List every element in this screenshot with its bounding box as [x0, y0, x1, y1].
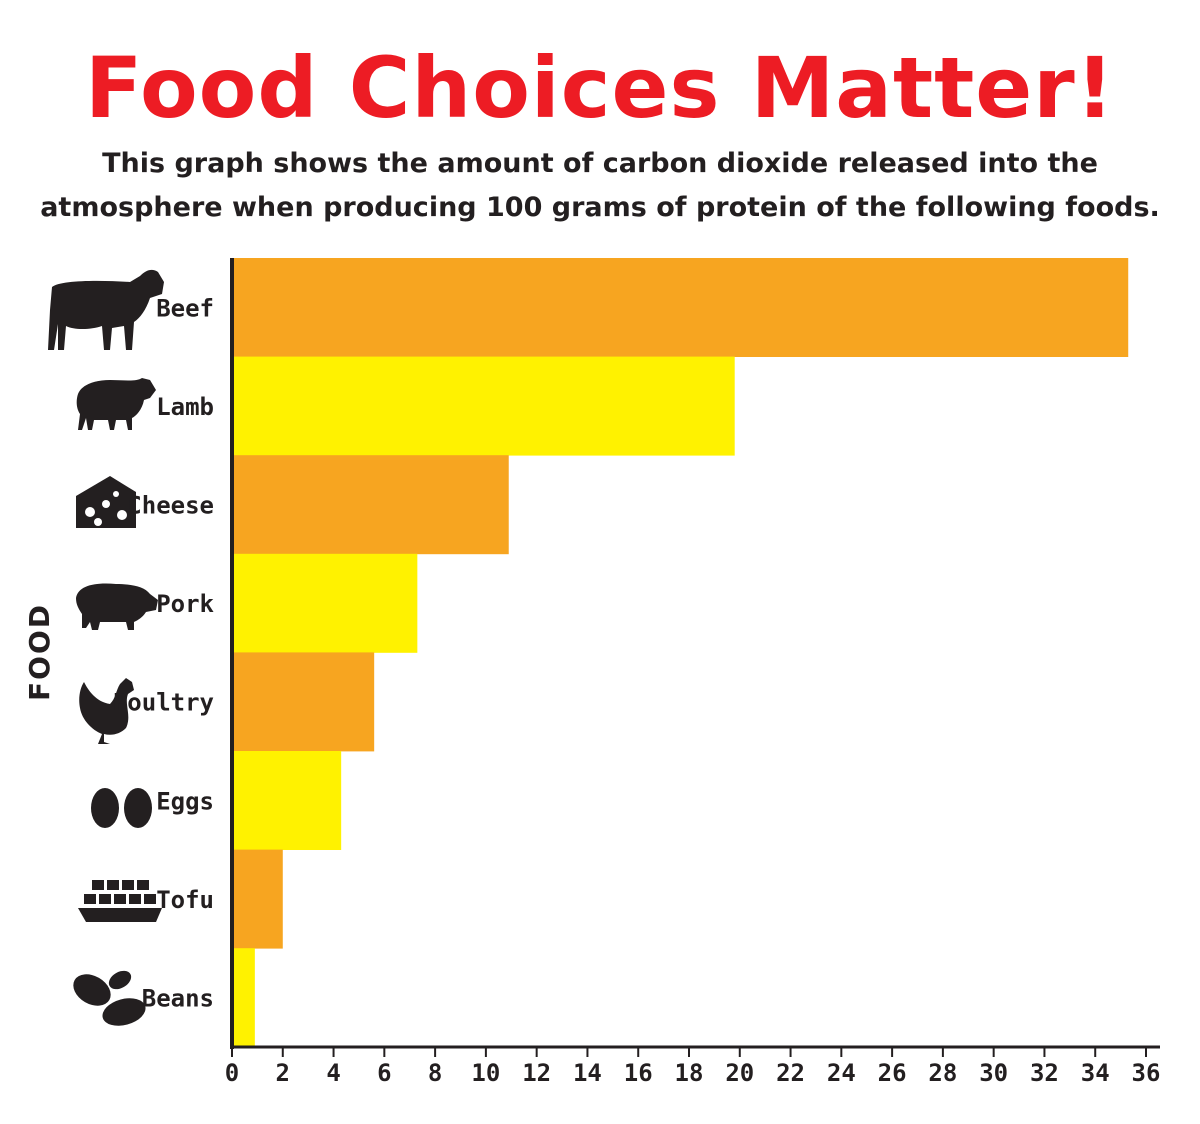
x-tick-label: 24 [827, 1059, 856, 1087]
category-label-beans: Beans [142, 985, 214, 1013]
eggs-icon [91, 788, 152, 828]
x-tick-label: 4 [326, 1059, 340, 1087]
icons-group [48, 269, 164, 1026]
x-tick-label: 12 [522, 1059, 551, 1087]
pig-icon [76, 583, 158, 630]
category-label-eggs: Eggs [156, 787, 214, 815]
x-tick-label: 0 [225, 1059, 239, 1087]
bar-eggs [232, 751, 342, 850]
x-tick-label: 10 [471, 1059, 500, 1087]
chart-title: Food Choices Matter! [84, 39, 1115, 137]
sheep-icon [76, 378, 156, 430]
subtitle-line-1: This graph shows the amount of carbon di… [102, 148, 1098, 179]
x-tick-label: 26 [878, 1059, 907, 1087]
bar-beef [232, 258, 1129, 357]
x-tick-label: 6 [377, 1059, 391, 1087]
bars-group [232, 258, 1129, 1048]
category-label-lamb: Lamb [156, 393, 214, 421]
x-tick-label: 20 [725, 1059, 754, 1087]
x-tick-label: 2 [276, 1059, 290, 1087]
y-axis-title: FOOD [23, 603, 56, 701]
x-tick-label: 36 [1132, 1059, 1161, 1087]
x-tick-label: 32 [1030, 1059, 1059, 1087]
x-ticks: 0 2 4 6 8 10 12 14 16 18 20 22 24 26 28 30 32 34 36 [225, 1047, 1161, 1087]
x-tick-label: 16 [624, 1059, 653, 1087]
beans-icon [73, 970, 146, 1026]
cheese-icon [76, 476, 136, 528]
x-tick-label: 22 [776, 1059, 805, 1087]
category-labels: Beef Lamb Cheese Pork Poultry Eggs Tofu Beans [113, 294, 215, 1012]
category-label-poultry: Poultry [113, 689, 214, 717]
bar-poultry [232, 652, 375, 752]
bar-beans [232, 948, 255, 1048]
x-tick-label: 8 [428, 1059, 442, 1087]
bar-lamb [232, 356, 735, 456]
chicken-icon [79, 678, 134, 744]
chart-subtitle: This graph shows the amount of carbon di… [0, 142, 1200, 230]
x-tick-label: 34 [1081, 1059, 1110, 1087]
x-tick-label: 14 [573, 1059, 602, 1087]
tofu-icon [78, 880, 162, 922]
category-label-pork: Pork [156, 590, 214, 618]
bar-tofu [232, 849, 283, 949]
category-label-cheese: Cheese [127, 492, 214, 520]
category-label-beef: Beef [156, 294, 214, 322]
x-tick-label: 30 [979, 1059, 1008, 1087]
subtitle-line-2: atmosphere when producing 100 grams of p… [40, 192, 1160, 223]
bar-cheese [232, 455, 509, 555]
x-tick-label: 18 [675, 1059, 704, 1087]
category-label-tofu: Tofu [156, 886, 214, 914]
bar-pork [232, 553, 418, 653]
cow-icon [48, 269, 164, 350]
x-tick-label: 28 [928, 1059, 957, 1087]
